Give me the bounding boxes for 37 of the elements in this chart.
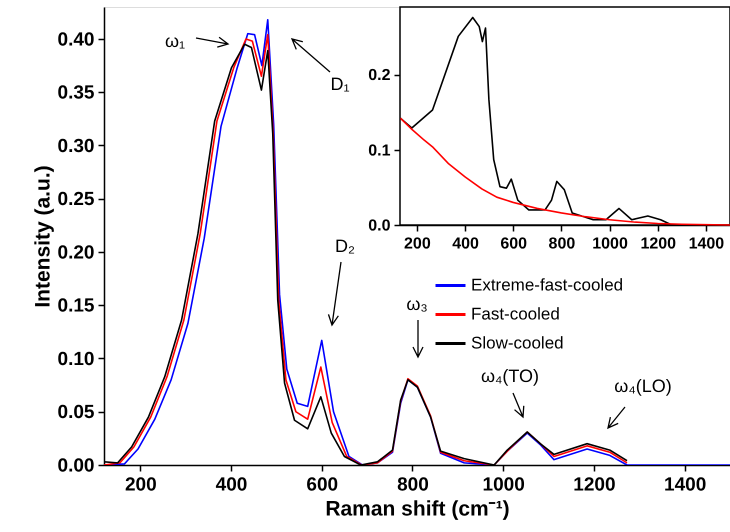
y-tick-label: 0.35 [58, 82, 95, 104]
y-tick-label: 0.15 [58, 296, 95, 317]
x-tick-label: 1400 [688, 236, 724, 252]
y-tick-label: 0.20 [58, 242, 94, 264]
y-tick-label: 0.0 [368, 218, 391, 234]
annotation: ω₄(LO) [614, 376, 672, 396]
y-tick-label: 0.25 [58, 189, 95, 210]
x-tick-label: 1000 [482, 474, 525, 496]
annotation: ω₁ [164, 31, 186, 51]
y-tick-label: 0.2 [368, 67, 391, 84]
x-tick-label: 600 [500, 236, 528, 252]
x-tick-label: 1200 [573, 474, 616, 496]
x-tick-label: 1000 [592, 236, 628, 252]
x-tick-label: 200 [404, 236, 431, 252]
y-axis-title: Intensity (a.u.) [32, 165, 55, 308]
x-tick-label: 400 [216, 474, 248, 496]
annotation: D₁ [330, 74, 350, 94]
y-tick-label: 0.10 [58, 348, 94, 370]
x-tick-label: 800 [397, 474, 429, 496]
y-tick-label: 0.40 [58, 29, 94, 50]
x-tick-label: 600 [306, 474, 338, 496]
legend-label: Fast-cooled [471, 304, 560, 324]
x-axis-title: Raman shift (cm⁻¹) [325, 498, 510, 520]
x-tick-label: 1400 [664, 474, 706, 496]
y-tick-label: 0.1 [368, 142, 391, 160]
x-tick-label: 200 [124, 474, 157, 496]
annotation: D₂ [335, 236, 355, 256]
y-tick-label: 0.30 [58, 136, 94, 157]
x-tick-label: 800 [548, 236, 576, 252]
x-tick-label: 1200 [640, 236, 676, 252]
x-tick-label: 400 [452, 236, 479, 252]
annotation: ω₄(TO) [480, 366, 540, 386]
legend-label: Extreme-fast-cooled [471, 276, 624, 294]
y-tick-label: 0.05 [58, 402, 95, 424]
legend-label: Slow-cooled [471, 334, 564, 352]
y-tick-label: 0.00 [58, 456, 94, 476]
annotation: ω₃ [406, 294, 428, 314]
